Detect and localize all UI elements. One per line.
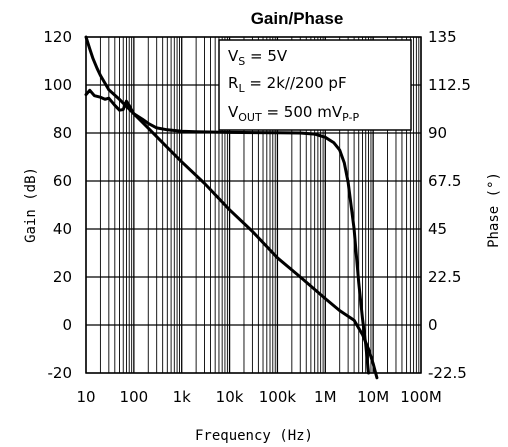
y2-tick-label: 112.5 — [428, 76, 471, 94]
gain-series-line — [84, 35, 379, 380]
x-tick-label: 10k — [216, 388, 244, 406]
x-tick-label: 100k — [259, 388, 297, 406]
x-tick-label: 100M — [400, 388, 442, 406]
x-tick-label: 1k — [173, 388, 192, 406]
annotation-output: VOUT = 500 mVP-P — [228, 103, 359, 124]
plot-frame — [85, 36, 422, 374]
y2-tick-labels: -22.5 0 22.5 45 67.5 90 112.5 135 — [428, 28, 471, 382]
y2-tick-label: 0 — [428, 316, 438, 334]
y2-tick-label: 90 — [428, 124, 447, 142]
y-axis-label: Gain (dB) — [23, 167, 39, 243]
y-tick-label: -20 — [48, 364, 73, 382]
annotation-box: VS = 5V RL = 2k//200 pF VOUT = 500 mVP-P — [218, 39, 412, 131]
series-layer — [84, 35, 379, 380]
y2-tick-label: 22.5 — [428, 268, 461, 286]
x-tick-label: 10M — [357, 388, 389, 406]
y-tick-label: 20 — [53, 268, 72, 286]
y-tick-label: 0 — [62, 316, 72, 334]
annotation-box-frame — [218, 39, 412, 131]
y2-tick-label: 45 — [428, 220, 447, 238]
y-tick-label: 60 — [53, 172, 72, 190]
chart-title: Gain/Phase — [251, 9, 344, 28]
grid — [85, 36, 422, 374]
y2-tick-label: 135 — [428, 28, 457, 46]
y-tick-label: 40 — [53, 220, 72, 238]
y-tick-label: 80 — [53, 124, 72, 142]
x-tick-labels: 10 100 1k 10k 100k 1M 10M 100M — [76, 388, 441, 406]
x-tick-label: 1M — [314, 388, 337, 406]
annotation-load: RL = 2k//200 pF — [228, 74, 347, 95]
y-tick-label: 120 — [43, 28, 72, 46]
y2-tick-label: 67.5 — [428, 172, 461, 190]
y2-tick-label: -22.5 — [428, 364, 467, 382]
y2-axis-label: Phase (°) — [486, 172, 502, 248]
y-tick-label: 100 — [43, 76, 72, 94]
phase-series-line — [84, 88, 370, 375]
y-tick-labels: -20 0 20 40 60 80 100 120 — [43, 28, 72, 382]
x-tick-label: 100 — [120, 388, 149, 406]
x-axis-label: Frequency (Hz) — [195, 428, 313, 444]
annotation-supply: VS = 5V — [228, 47, 288, 68]
x-tick-label: 10 — [76, 388, 95, 406]
